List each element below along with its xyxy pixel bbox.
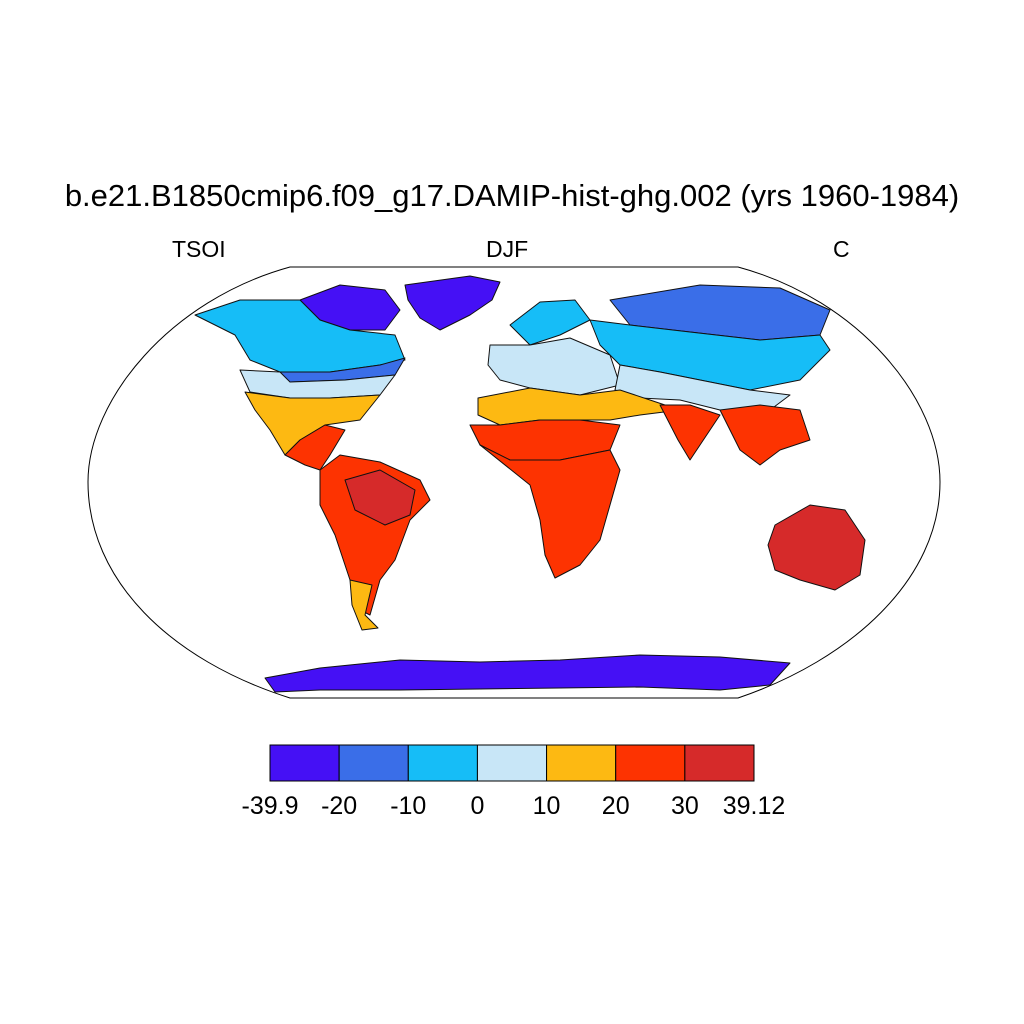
colorbar-label-5: 20: [602, 792, 630, 820]
colorbar-box-4: [546, 744, 617, 782]
map-title: b.e21.B1850cmip6.f09_g17.DAMIP-hist-ghg.…: [64, 178, 960, 213]
colorbar-box-6: [684, 744, 755, 782]
colorbar-box-5: [615, 744, 686, 782]
region-india: [659, 404, 721, 461]
variable-label: TSOI: [172, 236, 226, 262]
region-amazon: [344, 469, 416, 526]
region-australia: [767, 504, 866, 591]
region-central-america: [284, 424, 346, 471]
colorbar-box-0: [269, 744, 340, 782]
colorbar-label-1: -20: [321, 792, 357, 820]
colorbar-label-2: -10: [390, 792, 426, 820]
region-europe: [487, 337, 621, 396]
units-label: C: [833, 236, 850, 262]
region-antarctica-coast: [264, 654, 791, 693]
region-central-south-africa: [479, 444, 621, 579]
colorbar-box-2: [407, 744, 478, 782]
colorbar-label-3: 0: [470, 792, 484, 820]
colorbar-label-7: 39.12: [723, 792, 786, 820]
colorbar-box-1: [338, 744, 409, 782]
region-greenland: [404, 275, 501, 331]
colorbar-label-0: -39.9: [242, 792, 299, 820]
colorbar-label-6: 30: [671, 792, 699, 820]
colorbar-label-4: 10: [533, 792, 561, 820]
season-label: DJF: [486, 236, 529, 262]
region-alaska-canada: [194, 299, 406, 373]
region-patagonia: [349, 579, 379, 631]
region-southeast-asia: [719, 404, 811, 466]
colorbar-box-3: [476, 744, 548, 782]
